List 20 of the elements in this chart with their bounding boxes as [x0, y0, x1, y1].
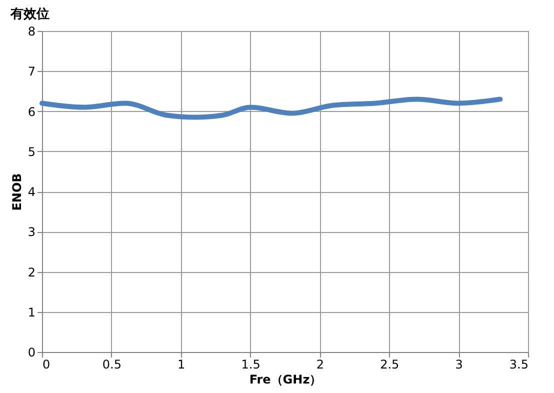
x-tick-label: 3: [455, 358, 463, 372]
x-tick-label: 3.5: [509, 358, 528, 372]
y-tick-label: 5: [28, 144, 36, 159]
x-tick-label: 2.5: [380, 358, 400, 372]
y-tick-label: 8: [28, 24, 36, 38]
y-tick-label: 1: [28, 305, 36, 320]
y-tick-label: 0: [28, 346, 36, 360]
x-tick-label: 0.5: [102, 358, 122, 372]
y-tick-label: 6: [28, 104, 36, 119]
y-tick-label: 7: [28, 64, 36, 79]
y-tick-label: 4: [28, 185, 36, 199]
x-tick-label: 0: [42, 358, 50, 372]
x-tick-label: 1.5: [241, 358, 260, 372]
y-axis-title: ENOB: [10, 173, 24, 211]
y-tick-label: 3: [28, 225, 36, 240]
x-axis-title: Fre（GHz）: [249, 372, 322, 386]
x-tick-label: 1: [178, 358, 186, 372]
chart-title: 有效位: [9, 7, 50, 22]
x-tick-label: 2: [316, 358, 324, 372]
y-tick-label: 2: [28, 265, 36, 280]
